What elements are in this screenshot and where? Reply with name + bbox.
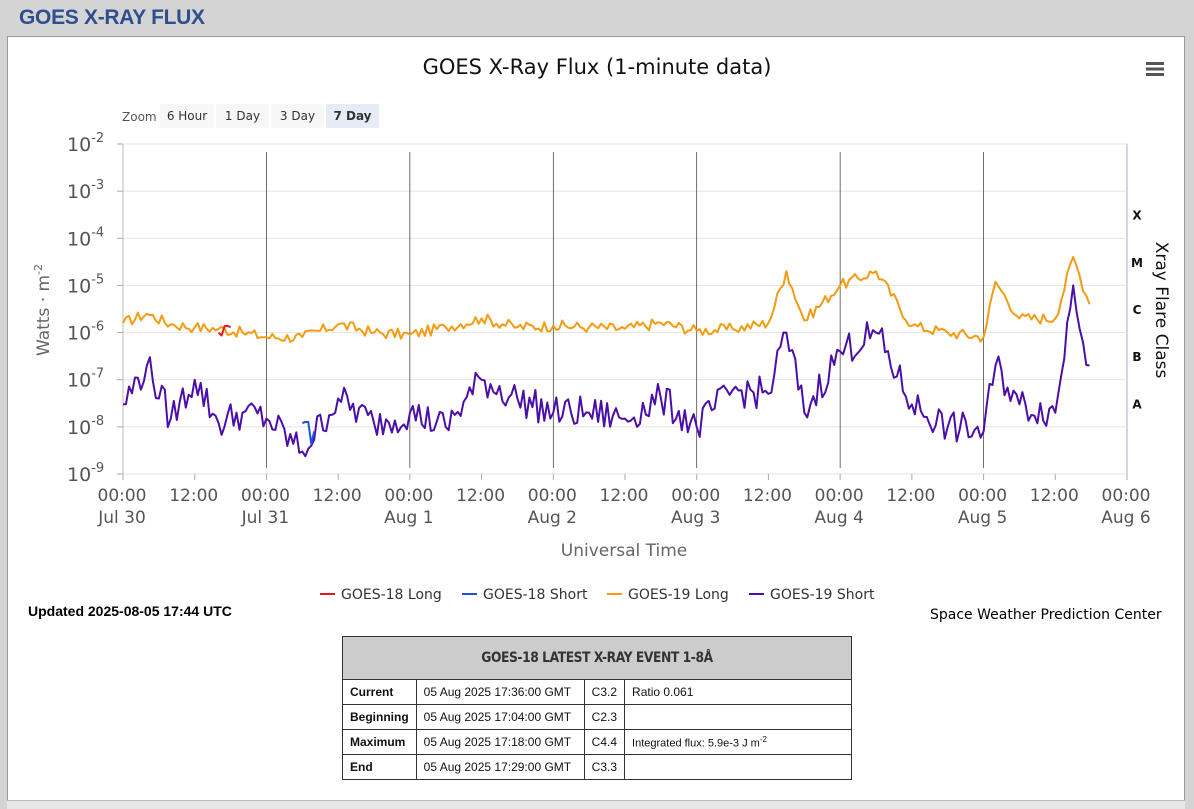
flare-class-label: C bbox=[1133, 303, 1142, 317]
row-class: C2.3 bbox=[583, 704, 626, 730]
zoom-button-3-day[interactable]: 3 Day bbox=[271, 104, 324, 128]
plot-area bbox=[122, 143, 1128, 475]
zoom-label: Zoom bbox=[122, 110, 157, 124]
x-tick-label: 12:00 bbox=[886, 486, 935, 506]
x-tick-label: 00:00 bbox=[1102, 486, 1151, 506]
flare-class-label: B bbox=[1132, 350, 1141, 364]
right-axis-label: Xray Flare Class bbox=[1151, 242, 1171, 379]
event-table-title: GOES-18 LATEST X-RAY EVENT 1-8Å bbox=[373, 637, 821, 679]
svg-text:3 Day: 3 Day bbox=[280, 109, 315, 123]
table-row: Maximum 05 Aug 2025 17:18:00 GMT C4.4 In… bbox=[342, 729, 852, 755]
hamburger-menu-icon[interactable] bbox=[1146, 62, 1164, 76]
x-tick-label: 12:00 bbox=[1030, 486, 1079, 506]
chart-container: GOES X-Ray Flux (1-minute data) Zoom 6 H… bbox=[0, 0, 1194, 630]
series-line-goes-19-long[interactable] bbox=[122, 256, 1091, 343]
zoom-button-7-day[interactable]: 7 Day bbox=[326, 104, 379, 128]
row-time: 05 Aug 2025 17:29:00 GMT bbox=[415, 754, 585, 780]
x-tick-date: Aug 6 bbox=[1101, 508, 1150, 528]
x-tick-date: Aug 3 bbox=[671, 508, 720, 528]
x-tick-label: 12:00 bbox=[743, 486, 792, 506]
legend-item-goes-18-short[interactable]: GOES-18 Short bbox=[462, 587, 588, 603]
flare-class-label: X bbox=[1132, 209, 1142, 223]
swpc-credit: Space Weather Prediction Center bbox=[930, 607, 1162, 623]
page-title: GOES X-RAY FLUX bbox=[19, 6, 205, 29]
x-axis-label: Universal Time bbox=[561, 541, 687, 561]
xray-event-table: GOES-18 LATEST X-RAY EVENT 1-8Å Current … bbox=[342, 636, 852, 780]
x-tick-label: 12:00 bbox=[313, 486, 362, 506]
row-extra: Integrated flux: 5.9e-3 J m-2 bbox=[624, 729, 852, 755]
flare-class-label: M bbox=[1131, 256, 1143, 270]
series-line-goes-18-short[interactable] bbox=[301, 421, 316, 445]
row-label: Current bbox=[342, 679, 417, 705]
x-tick-date: Jul 31 bbox=[241, 508, 290, 528]
x-tick-date: Jul 30 bbox=[97, 508, 146, 528]
row-class: C3.3 bbox=[583, 754, 626, 780]
x-tick-label: 12:00 bbox=[600, 486, 649, 506]
x-tick-label: 12:00 bbox=[456, 486, 505, 506]
series-line-goes-18-long[interactable] bbox=[217, 324, 231, 337]
flare-class-label: A bbox=[1132, 397, 1142, 411]
x-tick-label: 00:00 bbox=[671, 486, 720, 506]
x-tick-label: 00:00 bbox=[241, 486, 290, 506]
row-time: 05 Aug 2025 17:36:00 GMT bbox=[415, 679, 585, 705]
row-extra bbox=[624, 704, 852, 730]
y-tick-label: 10-7 bbox=[67, 367, 104, 392]
event-table-header-cell: GOES-18 LATEST X-RAY EVENT 1-8Å bbox=[342, 636, 852, 680]
row-time: 05 Aug 2025 17:18:00 GMT bbox=[415, 729, 585, 755]
x-tick-label: 12:00 bbox=[169, 486, 218, 506]
zoom-button-1-day[interactable]: 1 Day bbox=[216, 104, 269, 128]
row-label: Beginning bbox=[342, 704, 417, 730]
x-tick-label: 00:00 bbox=[528, 486, 577, 506]
svg-text:GOES-18 Short: GOES-18 Short bbox=[483, 587, 588, 603]
row-extra: Ratio 0.061 bbox=[624, 679, 852, 705]
y-tick-label: 10-2 bbox=[67, 131, 104, 156]
x-tick-label: 00:00 bbox=[815, 486, 864, 506]
x-tick-label: 00:00 bbox=[958, 486, 1007, 506]
x-tick-label: 00:00 bbox=[98, 486, 147, 506]
svg-text:6 Hour: 6 Hour bbox=[167, 109, 207, 123]
y-tick-label: 10-5 bbox=[67, 272, 104, 297]
y-tick-label: 10-8 bbox=[67, 414, 104, 439]
svg-text:GOES-19 Short: GOES-19 Short bbox=[770, 587, 875, 603]
x-tick-date: Aug 4 bbox=[814, 508, 863, 528]
svg-text:7 Day: 7 Day bbox=[333, 109, 371, 123]
series-line-goes-19-short[interactable] bbox=[122, 284, 1090, 458]
svg-text:GOES-18 Long: GOES-18 Long bbox=[341, 587, 442, 603]
horizontal-scrollbar[interactable] bbox=[7, 800, 1185, 809]
table-row: Beginning 05 Aug 2025 17:04:00 GMT C2.3 bbox=[342, 704, 852, 730]
updated-timestamp: Updated 2025-08-05 17:44 UTC bbox=[28, 603, 232, 619]
row-class: C4.4 bbox=[583, 729, 626, 755]
x-tick-label: 00:00 bbox=[384, 486, 433, 506]
y-tick-label: 10-3 bbox=[67, 178, 104, 203]
row-label: Maximum bbox=[342, 729, 417, 755]
row-extra bbox=[624, 754, 852, 780]
page-header: GOES X-RAY FLUX bbox=[0, 0, 1194, 36]
xray-flux-chart[interactable]: GOES X-Ray Flux (1-minute data) Zoom 6 H… bbox=[0, 0, 1194, 630]
table-row: End 05 Aug 2025 17:29:00 GMT C3.3 bbox=[342, 754, 852, 780]
zoom-button-6-hour[interactable]: 6 Hour bbox=[160, 104, 214, 128]
row-time: 05 Aug 2025 17:04:00 GMT bbox=[415, 704, 585, 730]
x-tick-date: Aug 5 bbox=[958, 508, 1007, 528]
legend-item-goes-18-long[interactable]: GOES-18 Long bbox=[320, 587, 442, 603]
row-label: End bbox=[342, 754, 417, 780]
chart-title: GOES X-Ray Flux (1-minute data) bbox=[423, 55, 772, 79]
y-tick-label: 10-6 bbox=[67, 320, 104, 345]
legend-item-goes-19-short[interactable]: GOES-19 Short bbox=[749, 587, 875, 603]
svg-text:1 Day: 1 Day bbox=[225, 109, 260, 123]
x-tick-date: Aug 2 bbox=[528, 508, 577, 528]
y-tick-label: 10-9 bbox=[67, 461, 104, 486]
table-row: Current 05 Aug 2025 17:36:00 GMT C3.2 Ra… bbox=[342, 679, 852, 705]
x-tick-date: Aug 1 bbox=[384, 508, 433, 528]
y-tick-label: 10-4 bbox=[67, 225, 104, 250]
row-class: C3.2 bbox=[583, 679, 626, 705]
svg-text:GOES-19 Long: GOES-19 Long bbox=[628, 587, 729, 603]
y-axis-label: Watts · m-2 bbox=[32, 264, 54, 356]
legend-item-goes-19-long[interactable]: GOES-19 Long bbox=[607, 587, 729, 603]
